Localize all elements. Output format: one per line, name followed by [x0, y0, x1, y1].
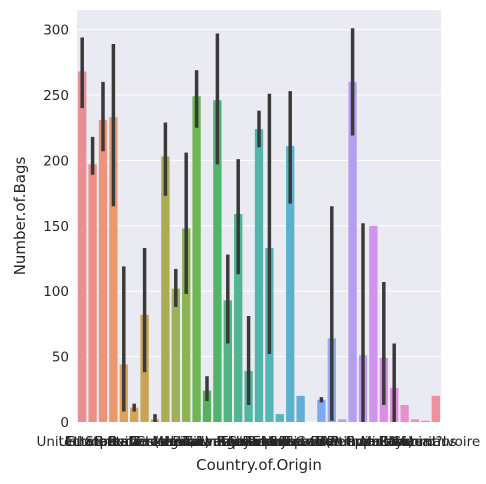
y-tick-label: 250	[43, 88, 69, 104]
x-tick-label: Rwanda	[346, 434, 400, 450]
bar	[213, 100, 222, 422]
x-tick-label: Laos	[379, 434, 410, 450]
y-tick-label: 300	[43, 23, 69, 39]
x-axis-label: Country.of.Origin	[196, 456, 322, 474]
bar	[109, 117, 118, 422]
x-tick-label: Nicaragua	[183, 434, 252, 450]
x-tick-label: Philippines	[327, 434, 400, 450]
x-tick-label: China	[136, 434, 175, 450]
x-tick-label: Japan	[281, 434, 320, 450]
x-tick-label: Ethiopia	[65, 434, 120, 450]
bar	[161, 156, 170, 422]
bar	[171, 288, 180, 422]
bar	[275, 414, 284, 422]
x-tick-label: Papua New Guinea	[216, 434, 343, 450]
x-tick-label: United States (Hawaii)	[58, 434, 209, 450]
bar	[369, 225, 378, 422]
x-tick-label: Ecuador	[283, 434, 339, 450]
y-axis-label: Number.of.Bags	[11, 157, 29, 276]
bar	[98, 119, 108, 422]
bar	[348, 81, 357, 422]
x-tick-label: Mauritius	[394, 434, 456, 450]
bar	[400, 404, 409, 422]
x-tick-label: Uganda	[160, 434, 212, 450]
x-tick-label: Kenya	[218, 434, 259, 450]
bar	[202, 390, 212, 422]
x-tick-label: Costa Rica	[130, 434, 201, 450]
bar	[182, 228, 191, 422]
bar	[78, 71, 87, 422]
bar	[286, 146, 295, 422]
bar	[223, 300, 232, 422]
x-tick-label: Tanzania, United Republic Of	[130, 434, 326, 450]
error-bars	[80, 28, 396, 422]
x-tick-label: Honduras	[164, 434, 229, 450]
x-tick-label: United States	[36, 434, 127, 450]
x-tick-label: Myanmar	[383, 434, 447, 450]
x-tick-label: El Salvador	[252, 434, 328, 450]
x-tick-label: Cote d?Ivoire	[391, 434, 480, 450]
bar	[88, 164, 97, 423]
x-tick-label: Guatemala	[66, 434, 140, 450]
x-tick-label: Indonesia	[112, 434, 177, 450]
x-tick-label: Zambia	[379, 434, 430, 450]
x-tick-label: Thailand	[219, 434, 278, 450]
bar	[421, 420, 430, 422]
y-tick-label: 200	[43, 153, 69, 169]
x-tick-label: Malawi	[360, 434, 407, 450]
bar	[431, 395, 440, 422]
y-tick-labels: 0 50 100 150 200 250 300	[43, 23, 69, 431]
x-tick-label: Vietnam	[324, 434, 380, 450]
bar	[317, 399, 326, 422]
y-tick-label: 150	[43, 219, 69, 235]
x-tick-label: Brazil	[95, 434, 133, 450]
bar	[192, 96, 201, 423]
bar	[410, 419, 420, 422]
y-tick-label: 100	[43, 284, 69, 300]
y-tick-label: 0	[60, 415, 69, 431]
x-tick-label: Taiwan	[183, 434, 230, 450]
x-tick-label: Mexico	[152, 434, 199, 450]
x-tick-labels: United StatesEthiopiaGuatemalaBrazilPeru…	[36, 434, 480, 450]
x-tick-label: Colombia	[227, 434, 290, 450]
x-tick-label: Haiti	[316, 434, 347, 450]
bar	[130, 407, 139, 422]
bar	[234, 214, 243, 422]
x-tick-label: Burundi	[316, 434, 369, 450]
y-tick-label: 50	[52, 350, 69, 366]
bar	[254, 129, 264, 422]
x-tick-label: Panama	[242, 434, 296, 450]
x-tick-label: Peru	[109, 434, 139, 450]
bar	[338, 419, 347, 422]
x-tick-label: United States (Puerto Rico)	[230, 434, 413, 450]
bar	[296, 395, 305, 422]
